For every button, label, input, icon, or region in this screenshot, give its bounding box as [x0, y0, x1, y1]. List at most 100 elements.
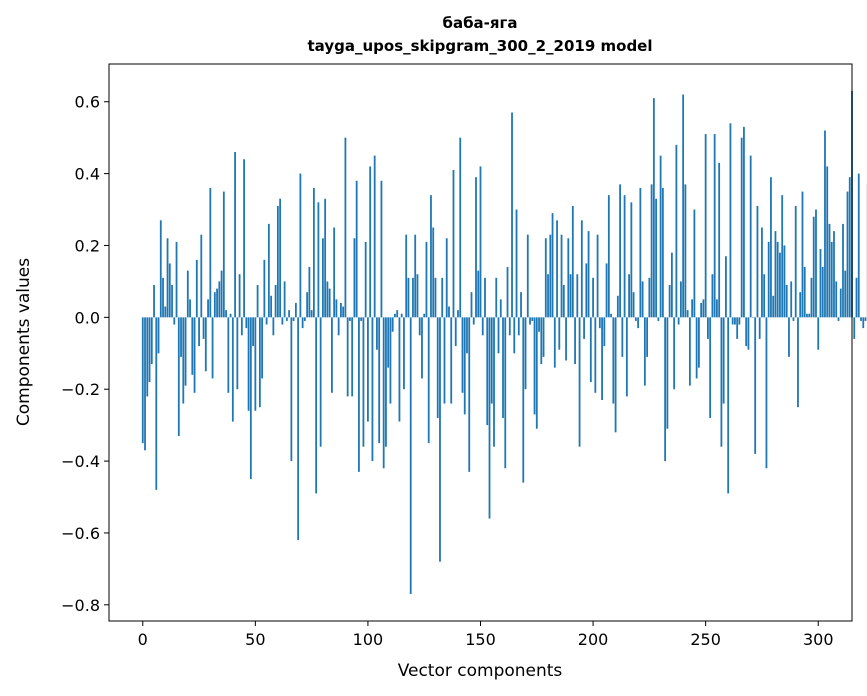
bar-313: [846, 191, 849, 318]
bar-173: [531, 317, 534, 321]
bar-320: [862, 317, 865, 329]
bar-236: [673, 317, 676, 390]
bar-41: [234, 152, 236, 318]
bar-213: [621, 317, 624, 357]
bar-205: [603, 317, 606, 347]
bar-282: [776, 241, 779, 318]
bar-175: [535, 317, 538, 429]
bar-71: [301, 317, 304, 329]
bar-144: [466, 317, 468, 354]
bar-288: [790, 281, 793, 318]
bar-273: [756, 205, 759, 318]
bar-83: [328, 288, 331, 318]
bar-316: [853, 317, 856, 339]
bars-group: [141, 90, 867, 595]
bar-181: [549, 234, 552, 318]
bar-47: [247, 317, 250, 411]
bar-38: [227, 317, 230, 393]
bar-13: [171, 285, 173, 318]
bar-214: [623, 195, 626, 318]
bar-124: [421, 317, 423, 379]
bar-271: [752, 317, 754, 318]
bar-272: [754, 317, 757, 454]
y-tick-label: −0.2: [61, 380, 100, 399]
bar-114: [398, 317, 401, 422]
bar-253: [711, 274, 714, 318]
bar-101: [369, 166, 372, 318]
bar-80: [321, 238, 324, 318]
bar-248: [700, 302, 703, 318]
bar-53: [261, 317, 263, 379]
bar-142: [461, 317, 464, 393]
bar-234: [668, 285, 671, 318]
bar-263: [734, 317, 736, 325]
bar-303: [824, 130, 826, 318]
bar-17: [180, 317, 182, 357]
bar-266: [740, 137, 743, 318]
bar-45: [243, 159, 245, 318]
bar-78: [317, 202, 320, 318]
bar-218: [632, 292, 635, 318]
bar-299: [815, 209, 817, 318]
bar-100: [367, 317, 369, 422]
bar-103: [373, 155, 376, 318]
bar-197: [585, 263, 588, 318]
bar-117: [405, 234, 408, 318]
bar-111: [391, 317, 394, 332]
bar-69: [297, 317, 300, 541]
y-tick-label: −0.6: [61, 524, 100, 543]
bar-34: [218, 281, 221, 318]
x-tick-label: 200: [578, 630, 609, 649]
bar-102: [371, 317, 374, 462]
bar-223: [643, 317, 646, 386]
bar-279: [770, 177, 772, 318]
bar-105: [378, 317, 381, 444]
bar-319: [860, 317, 862, 321]
bar-301: [819, 249, 822, 318]
bar-49: [252, 317, 254, 347]
bar-267: [743, 126, 745, 318]
bar-251: [707, 317, 709, 339]
bar-157: [495, 277, 498, 318]
bar-286: [785, 285, 788, 318]
y-axis-ticks: −0.8 −0.6 −0.4 −0.2 0.0 0.2 0.4 0.6: [61, 93, 109, 615]
bar-167: [517, 317, 520, 336]
bar-79: [319, 317, 322, 447]
bar-145: [468, 317, 471, 472]
bar-129: [432, 227, 435, 318]
bar-238: [677, 317, 680, 325]
bar-268: [745, 317, 748, 347]
bar-57: [270, 295, 273, 318]
bar-54: [263, 259, 266, 318]
bar-3: [148, 317, 151, 383]
bar-180: [547, 274, 549, 318]
bar-293: [801, 191, 804, 318]
bar-126: [425, 241, 428, 318]
bar-312: [844, 270, 847, 318]
bar-140: [457, 310, 459, 318]
bar-308: [835, 281, 838, 318]
bar-29: [207, 299, 209, 318]
bar-250: [704, 134, 707, 318]
y-tick-label: 0.4: [75, 165, 100, 184]
x-tick-label: 50: [245, 630, 265, 649]
bar-108: [385, 317, 387, 447]
bar-242: [686, 310, 689, 318]
bar-98: [362, 317, 365, 447]
bar-156: [493, 317, 495, 447]
bar-112: [394, 313, 396, 318]
bar-256: [718, 162, 721, 318]
bar-70: [299, 173, 302, 318]
bar-36: [222, 191, 225, 318]
bar-284: [781, 195, 784, 318]
x-tick-label: 150: [465, 630, 496, 649]
bar-195: [580, 220, 583, 318]
bar-300: [817, 317, 820, 350]
bar-152: [484, 277, 486, 318]
bar-96: [358, 317, 360, 472]
bar-219: [634, 317, 637, 321]
bar-23: [193, 317, 196, 393]
bar-21: [189, 299, 191, 318]
bar-7: [157, 317, 160, 354]
bar-204: [601, 317, 603, 400]
